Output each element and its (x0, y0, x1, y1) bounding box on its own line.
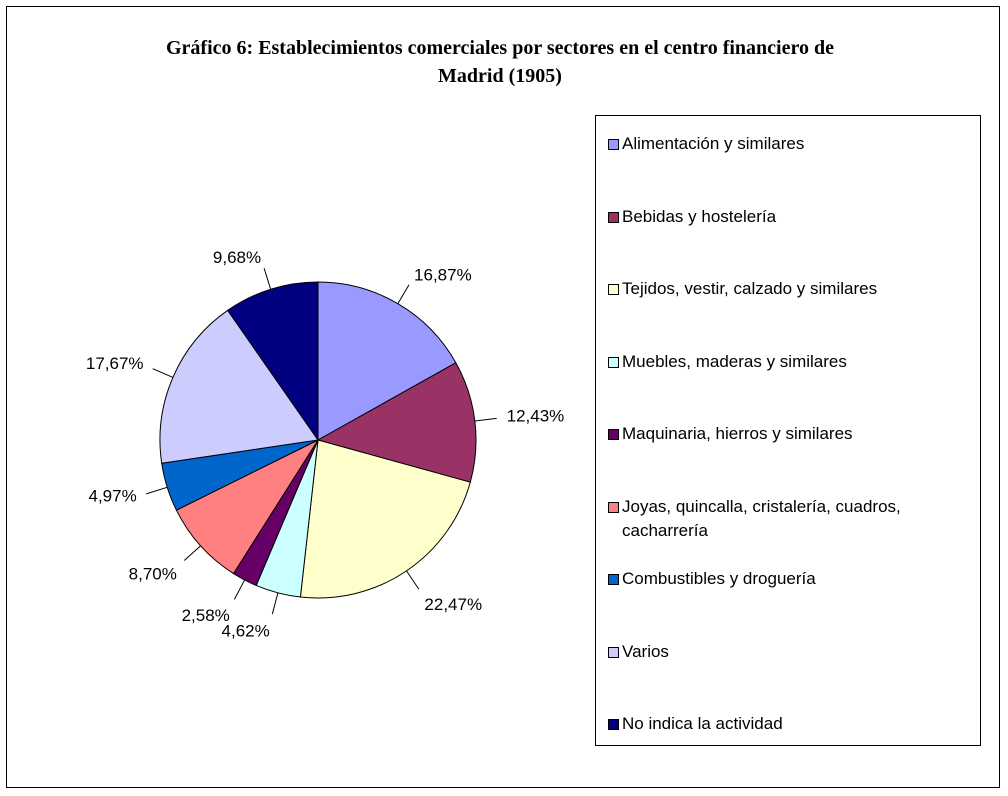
legend-label: Tejidos, vestir, calzado y similares (622, 279, 878, 298)
legend-swatch (608, 574, 619, 585)
leader-line (233, 579, 246, 600)
pie-slice (317, 281, 457, 441)
legend-swatch (608, 211, 619, 223)
legend-item: Alimentación y similares (608, 132, 968, 156)
legend-label: Varios (622, 641, 669, 661)
legend-label: Bebidas y hostelería (622, 206, 777, 226)
leader-line (263, 268, 272, 290)
legend-swatch (608, 284, 619, 295)
data-label: 8,70% (129, 565, 177, 584)
legend-item: Varios (608, 640, 968, 664)
legend-item: Joyas, quincalla, cristalería, cuadros, … (608, 495, 968, 543)
legend-swatch (608, 356, 619, 368)
legend-item: Combustibles y droguería (608, 567, 968, 591)
legend-label: Muebles, maderas y similares (622, 351, 847, 371)
data-label: 12,43% (507, 407, 565, 426)
data-label: 9,68% (213, 248, 261, 267)
chart-title: Gráfico 6: Establecimientos comerciales … (166, 37, 834, 87)
legend-item: No indica la actividad (608, 712, 968, 736)
legend-item: Bebidas y hostelería (608, 205, 968, 229)
leader-line (152, 368, 174, 378)
pie-slice (227, 281, 319, 442)
legend-label: No indica la actividad (622, 714, 783, 733)
leader-line (397, 284, 410, 304)
data-label: 4,62% (222, 621, 270, 640)
leader-line (146, 486, 168, 495)
legend-swatch (608, 501, 619, 513)
data-label: 2,58% (182, 606, 230, 625)
pie-slice (159, 309, 319, 464)
legend-item: Tejidos, vestir, calzado y similares (608, 277, 968, 301)
legend-item: Muebles, maderas y similares (608, 350, 968, 374)
leader-line (271, 592, 279, 615)
legend-swatch (608, 139, 619, 150)
legend-label: Maquinaria, hierros y similares (622, 424, 853, 443)
leader-line (183, 545, 201, 561)
pie-slice (175, 438, 320, 575)
legend: Alimentación y similares Bebidas y hostel… (595, 115, 981, 746)
legend-item: Maquinaria, hierros y similares (608, 422, 968, 446)
data-label: 17,67% (86, 354, 144, 373)
leader-line (406, 570, 420, 590)
chart-frame (6, 6, 1000, 788)
legend-label: Alimentación y similares (622, 134, 805, 153)
data-label: 4,97% (89, 486, 137, 505)
leader-line (474, 417, 497, 422)
legend-label: Joyas, quincalla, cristalería, cuadros, … (622, 496, 901, 540)
legend-label: Combustibles y droguería (622, 569, 816, 588)
legend-swatch (608, 646, 619, 658)
legend-swatch (608, 719, 619, 730)
data-label: 22,47% (424, 595, 482, 614)
legend-swatch (608, 429, 619, 440)
data-label: 16,87% (414, 266, 472, 285)
